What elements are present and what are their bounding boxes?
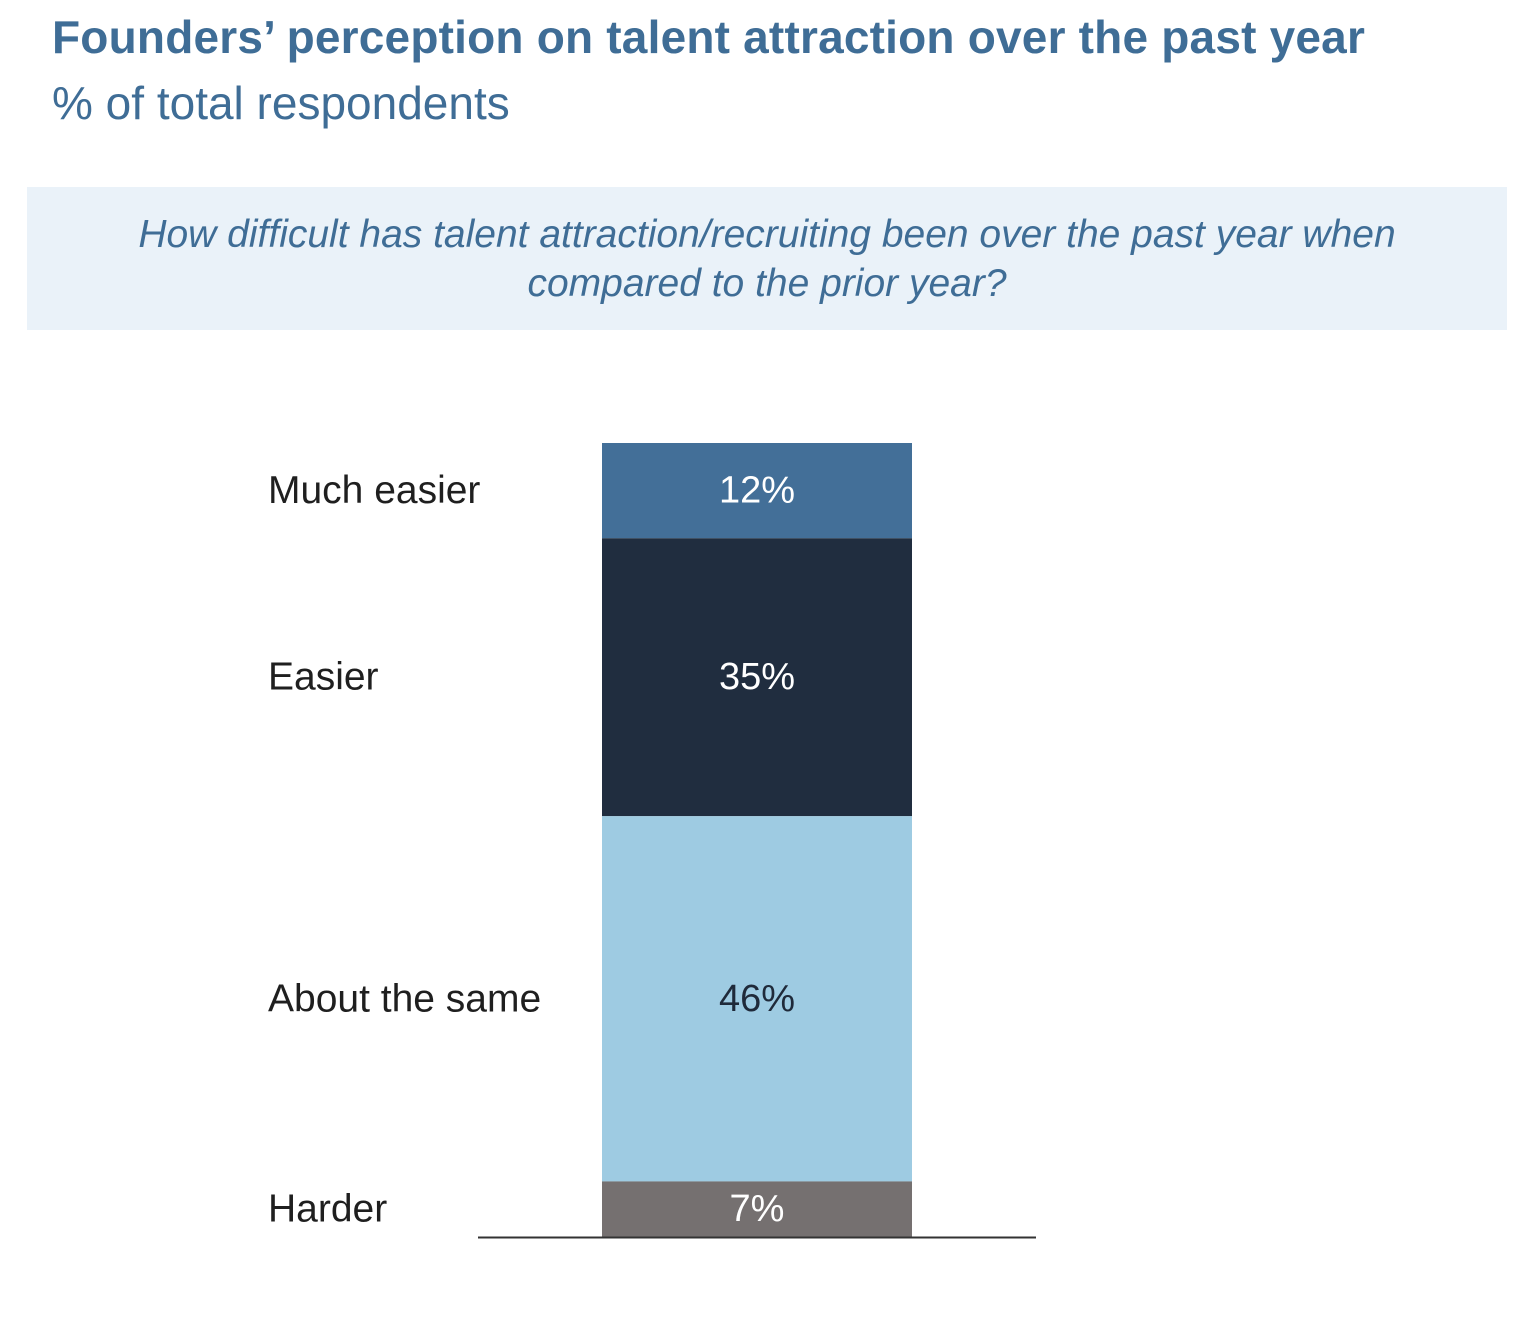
bar-segment-about-the-same [602,816,912,1182]
category-label-harder: Harder [268,1188,387,1231]
data-label-about-the-same: 46% [719,978,795,1020]
data-label-much-easier: 12% [719,470,795,512]
chart-subtitle: % of total respondents [52,77,510,129]
data-label-easier: 35% [719,656,795,698]
category-label-much-easier: Much easier [268,469,480,512]
data-label-harder: 7% [730,1188,785,1230]
category-label-about-the-same: About the same [268,977,541,1020]
chart-title: Founders’ perception on talent attractio… [52,11,1366,63]
survey-question-text: How difficult has talent attraction/recr… [138,212,1396,305]
bar-segment-much-easier [602,443,912,539]
bar-segment-easier [602,538,912,817]
bar-segment-harder [602,1181,912,1237]
survey-question-banner: How difficult has talent attraction/recr… [27,187,1507,330]
category-label-easier: Easier [268,656,379,699]
